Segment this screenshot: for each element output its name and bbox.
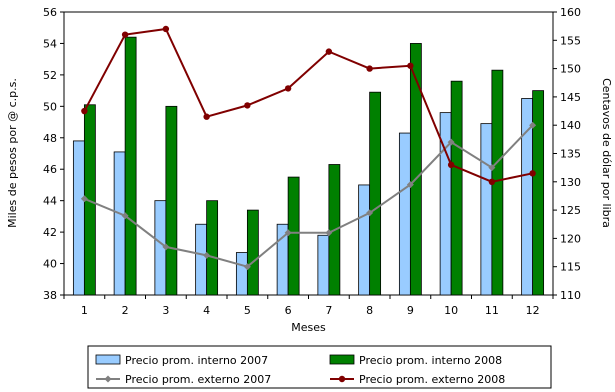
point-externo-2008: [203, 113, 210, 120]
left-tick-label: 42: [43, 226, 57, 239]
point-externo-2008: [488, 178, 496, 185]
right-tick-label: 135: [560, 148, 581, 161]
right-tick-label: 160: [560, 6, 581, 19]
bar-interno-2007: [195, 223, 208, 296]
x-tick-label: 7: [325, 304, 332, 317]
point-externo-2007: [243, 263, 251, 271]
x-tick-label: 6: [285, 304, 292, 317]
point-externo-2008: [366, 65, 373, 72]
point-externo-2007: [284, 229, 292, 237]
legend-marker: [104, 375, 112, 383]
left-tick-label: 48: [43, 132, 57, 145]
x-tick-label: 10: [444, 304, 458, 317]
bar-interno-2008: [206, 200, 219, 296]
x-tick-label: 12: [526, 304, 540, 317]
point-externo-2007: [121, 212, 129, 220]
x-axis-title: Meses: [291, 321, 326, 334]
x-tick-label: 2: [122, 304, 129, 317]
point-externo-2008: [244, 102, 251, 109]
x-axis: 1 2 3 4 5 6 7 8 9 10 11 12: [63, 295, 554, 317]
point-externo-2007: [325, 229, 333, 237]
legend-marker: [338, 375, 346, 383]
legend-swatch: [95, 354, 121, 365]
left-tick-label: 44: [43, 195, 57, 208]
plot-area: [63, 11, 554, 296]
bar-interno-2008: [532, 90, 545, 296]
point-externo-2008: [447, 161, 455, 169]
left-tick-label: 40: [43, 258, 57, 271]
left-tick-label: 54: [43, 37, 57, 50]
point-externo-2008: [529, 170, 536, 177]
point-externo-2008: [81, 107, 88, 115]
bar-interno-2007: [235, 252, 248, 296]
left-tick-label: 56: [43, 6, 57, 19]
right-tick-label: 120: [560, 232, 581, 245]
bar-interno-2007: [480, 123, 493, 296]
bar-interno-2008: [369, 91, 382, 296]
left-tick-label: 52: [43, 69, 57, 82]
legend: Precio prom. interno 2007 Precio prom. in…: [87, 345, 552, 389]
point-externo-2007: [488, 164, 496, 172]
point-externo-2008: [121, 31, 129, 38]
line-series-group: [80, 25, 537, 271]
bar-interno-2008: [287, 176, 300, 296]
point-externo-2008: [325, 48, 333, 55]
bar-interno-2008: [124, 36, 137, 296]
x-tick-label: 1: [81, 304, 88, 317]
bar-interno-2007: [113, 151, 126, 296]
legend-label: Precio prom. interno 2007: [125, 354, 268, 367]
bar-interno-2008: [409, 43, 422, 296]
right-axis-title: Centavos de dólar por libra: [600, 78, 613, 228]
left-axis-title: Miles de pesos por @ c.p.s.: [6, 78, 19, 228]
right-tick-label: 130: [560, 176, 581, 189]
point-externo-2007: [529, 121, 537, 129]
x-tick-label: 8: [366, 304, 373, 317]
bar-interno-2007: [72, 140, 85, 296]
x-tick-label: 3: [162, 304, 169, 317]
plot-frame: [63, 11, 554, 296]
bar-series-group: [72, 36, 545, 296]
right-tick-label: 125: [560, 204, 581, 217]
right-tick-label: 145: [560, 91, 581, 104]
point-externo-2008: [407, 62, 414, 69]
point-externo-2007: [406, 181, 414, 189]
x-tick-label: 11: [485, 304, 499, 317]
bar-interno-2007: [358, 184, 371, 296]
x-tick-label: 5: [244, 304, 251, 317]
left-tick-label: 38: [43, 289, 57, 302]
left-tick-label: 50: [43, 100, 57, 113]
point-externo-2008: [284, 85, 292, 92]
legend-swatch: [329, 354, 355, 365]
bar-interno-2008: [246, 209, 259, 296]
legend-label: Precio prom. externo 2007: [125, 373, 271, 386]
right-tick-label: 110: [560, 289, 581, 302]
point-externo-2007: [80, 195, 88, 203]
right-y-axis: 110 115 120 125 130 135 140 145 150 155 160: [553, 6, 581, 302]
point-externo-2007: [162, 243, 170, 251]
right-tick-label: 155: [560, 34, 581, 47]
bar-interno-2008: [165, 105, 178, 296]
point-externo-2007: [203, 251, 211, 259]
x-tick-label: 4: [203, 304, 210, 317]
bar-interno-2008: [450, 80, 463, 296]
bar-interno-2007: [317, 234, 330, 296]
right-tick-label: 140: [560, 119, 581, 132]
legend-label: Precio prom. externo 2008: [359, 373, 505, 386]
bar-interno-2007: [398, 132, 411, 296]
right-tick-label: 115: [560, 261, 581, 274]
point-externo-2007: [366, 209, 374, 217]
right-tick-label: 150: [560, 63, 581, 76]
legend-box: [87, 345, 552, 389]
left-y-axis: 38 40 42 44 46 48 50 52 54 56: [43, 6, 64, 302]
x-tick-label: 9: [407, 304, 414, 317]
point-externo-2007: [447, 138, 455, 146]
left-tick-label: 46: [43, 163, 57, 176]
line-externo-2007: [83, 124, 534, 268]
point-externo-2008: [162, 25, 170, 33]
legend-label: Precio prom. interno 2008: [359, 354, 502, 367]
line-externo-2008: [83, 27, 533, 183]
